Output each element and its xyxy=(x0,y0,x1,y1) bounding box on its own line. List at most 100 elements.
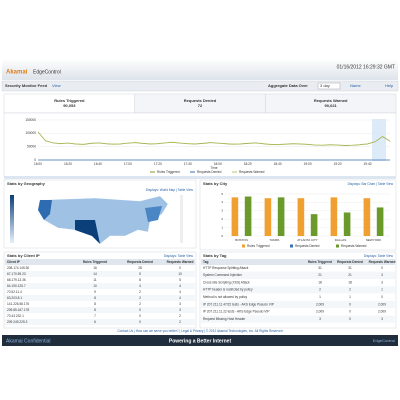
aggregate-select[interactable] xyxy=(317,82,341,90)
table-cell: 11 xyxy=(93,278,97,282)
y-tick-label: 50000 xyxy=(27,145,36,149)
table-cell: 0 xyxy=(349,302,351,306)
row-stripe xyxy=(5,319,195,325)
help-link[interactable]: Help xyxy=(385,83,394,88)
geo-links[interactable]: Displays: World Map | Table View xyxy=(146,188,194,192)
row-stripe xyxy=(5,307,195,313)
table-cell: 1 xyxy=(349,295,351,299)
table-cell: 2,009 xyxy=(316,302,324,306)
table-cell: 21 xyxy=(348,273,352,277)
table-cell: 4 xyxy=(179,284,181,288)
table-cell: 4 xyxy=(179,290,181,294)
map-region xyxy=(75,220,100,244)
table-cell: 0 xyxy=(381,295,383,299)
bar[interactable] xyxy=(297,198,305,236)
table-cell: 2,009 xyxy=(378,302,386,306)
table-cell: 10 xyxy=(178,272,182,276)
bar[interactable] xyxy=(343,212,351,236)
scrollbar[interactable] xyxy=(180,195,183,243)
table-cell: IP 207.211.11.47/22 tests - AKS Edge Pse… xyxy=(203,302,274,306)
table-cell: 8 xyxy=(94,296,96,300)
table-cell: 21 xyxy=(318,273,322,277)
header-bar xyxy=(2,60,398,80)
table-cell: 64.190.125.7 xyxy=(7,284,26,288)
bar[interactable] xyxy=(310,214,318,236)
tables: Stats by Client IP Displays: Table View Cl… xyxy=(5,253,395,325)
tab-value: 72 xyxy=(198,103,203,108)
legend-label: Requests Denied xyxy=(197,170,222,174)
column-header: Requests Warned xyxy=(369,260,396,264)
brand: Akamai xyxy=(6,70,28,76)
map-region xyxy=(145,206,162,222)
tab-label: Requests Denied xyxy=(184,98,217,103)
city-links[interactable]: Displays: Bar Chart | Table View xyxy=(348,182,394,186)
table-cell: 63.203.8.1 xyxy=(7,296,22,300)
table-cell: Method is not allowed by policy xyxy=(203,295,248,299)
y-tick-label: 1 xyxy=(221,225,223,229)
selection-window[interactable] xyxy=(372,119,386,161)
row-stripe xyxy=(5,283,195,289)
table-cell: Cross-site Scripting (XSS) Attack xyxy=(203,280,250,284)
bar[interactable] xyxy=(231,197,239,236)
tab-value: 90,621 xyxy=(325,103,338,108)
legend-label: Rules Triggered xyxy=(247,244,270,248)
y-tick-label: 0 xyxy=(221,234,223,238)
table-cell: 2,009 xyxy=(316,310,324,314)
footer-links[interactable]: Contact Us | How can we serve you better… xyxy=(117,329,283,333)
table-cell: 9 xyxy=(94,290,96,294)
tab-value: 90,053 xyxy=(63,103,76,108)
table-cell: 14 xyxy=(93,272,97,276)
x-tick-label: 18:20 xyxy=(244,162,252,166)
table-cell: 3 xyxy=(319,317,321,321)
table-cell: 8 xyxy=(139,278,141,282)
bar[interactable] xyxy=(363,198,371,236)
x-tick-label: 16:40 xyxy=(94,162,102,166)
product: EdgeControl xyxy=(33,69,61,75)
x-tick-label: TAMPA xyxy=(270,238,280,242)
map-legend xyxy=(10,195,14,243)
range-slider[interactable] xyxy=(4,176,396,179)
table-cell: 141.226.58.176 xyxy=(7,302,29,306)
table-links[interactable]: Displays: Table View xyxy=(364,254,394,258)
table-cell: 0 xyxy=(139,320,141,324)
bar[interactable] xyxy=(376,207,384,236)
bar[interactable] xyxy=(264,198,272,236)
tab-label: Rules Triggered xyxy=(54,98,85,103)
bar[interactable] xyxy=(330,197,338,236)
table-cell: 18 xyxy=(318,280,322,284)
column-header: Requests Warned xyxy=(167,260,194,264)
table-title: Stats by Client IP xyxy=(7,253,40,258)
table-cell: 7 xyxy=(94,314,96,318)
table-cell: 2 xyxy=(139,290,141,294)
table-cell: 2 xyxy=(349,288,351,292)
column-header: Requests Denied xyxy=(127,260,153,264)
x-tick-label: BOSTON xyxy=(235,238,248,242)
view-menu[interactable]: View xyxy=(52,83,61,88)
table-cell: IP 207.211.11.22 tests - AKS Edge Pseudo… xyxy=(203,310,269,314)
table-cell: 3 xyxy=(179,308,181,312)
x-tick-label: 17:40 xyxy=(184,162,192,166)
table-cell: 4 xyxy=(179,296,181,300)
table-cell: 16 xyxy=(93,266,97,270)
table-cell: 3 xyxy=(381,317,383,321)
row-stripe xyxy=(201,300,395,309)
column-header: Rules Triggered xyxy=(308,260,332,264)
table-cell: HTTP header is restricted by policy xyxy=(203,288,253,292)
table-cell: 2 xyxy=(179,320,181,324)
x-tick-label: 19:00 xyxy=(304,162,312,166)
bar[interactable] xyxy=(244,196,252,236)
row-stripe xyxy=(5,271,195,277)
us-map[interactable] xyxy=(37,195,169,245)
footer-bar xyxy=(2,335,398,346)
legend-label: Requests Warned xyxy=(341,244,367,248)
legend-swatch xyxy=(290,244,293,248)
y-tick-label: 100000 xyxy=(25,131,36,135)
y-tick-label: 150000 xyxy=(25,118,36,122)
table-cell: 0 xyxy=(381,266,383,270)
table-links[interactable]: Displays: Table View xyxy=(164,254,194,258)
name-menu[interactable]: Name xyxy=(350,83,361,88)
bar[interactable] xyxy=(277,197,285,236)
table-cell: 2 xyxy=(139,302,141,306)
aggregate-value: 3 day xyxy=(320,83,330,88)
table-cell: 5 xyxy=(179,278,181,282)
